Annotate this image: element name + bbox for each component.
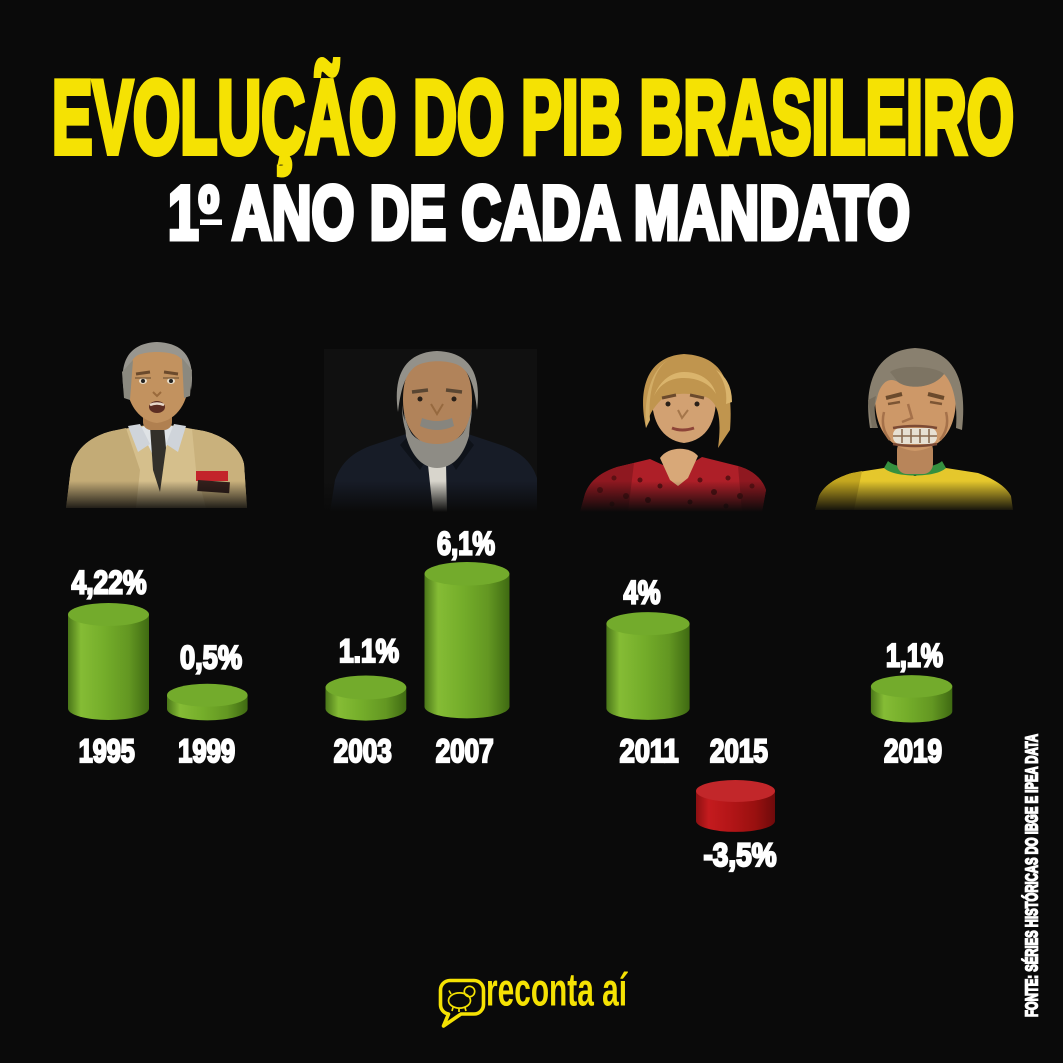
svg-text:2015: 2015 [710,733,768,769]
svg-text:2007: 2007 [436,733,494,769]
svg-text:EVOLUÇÃO DO PIB BRASILEIRO: EVOLUÇÃO DO PIB BRASILEIRO [52,60,1014,176]
svg-text:-3,5%: -3,5% [704,837,777,873]
svg-text:FONTE: SÉRIES HISTÓRICAS DO IB: FONTE: SÉRIES HISTÓRICAS DO IBGE E IPEA … [1021,734,1042,1017]
svg-text:2003: 2003 [334,733,392,769]
svg-text:1995: 1995 [79,733,135,769]
svg-text:1999: 1999 [178,733,235,769]
svg-text:2019: 2019 [884,733,942,769]
svg-text:reconta aí: reconta aí [486,963,628,1015]
svg-text:1.1%: 1.1% [339,633,399,669]
svg-text:4%: 4% [624,574,661,610]
svg-text:1º ANO DE CADA MANDATO: 1º ANO DE CADA MANDATO [168,171,910,256]
svg-text:4,22%: 4,22% [72,565,147,601]
svg-text:2011: 2011 [620,733,679,769]
svg-text:6,1%: 6,1% [437,526,495,562]
svg-text:0,5%: 0,5% [180,639,242,675]
svg-text:1,1%: 1,1% [886,638,943,674]
